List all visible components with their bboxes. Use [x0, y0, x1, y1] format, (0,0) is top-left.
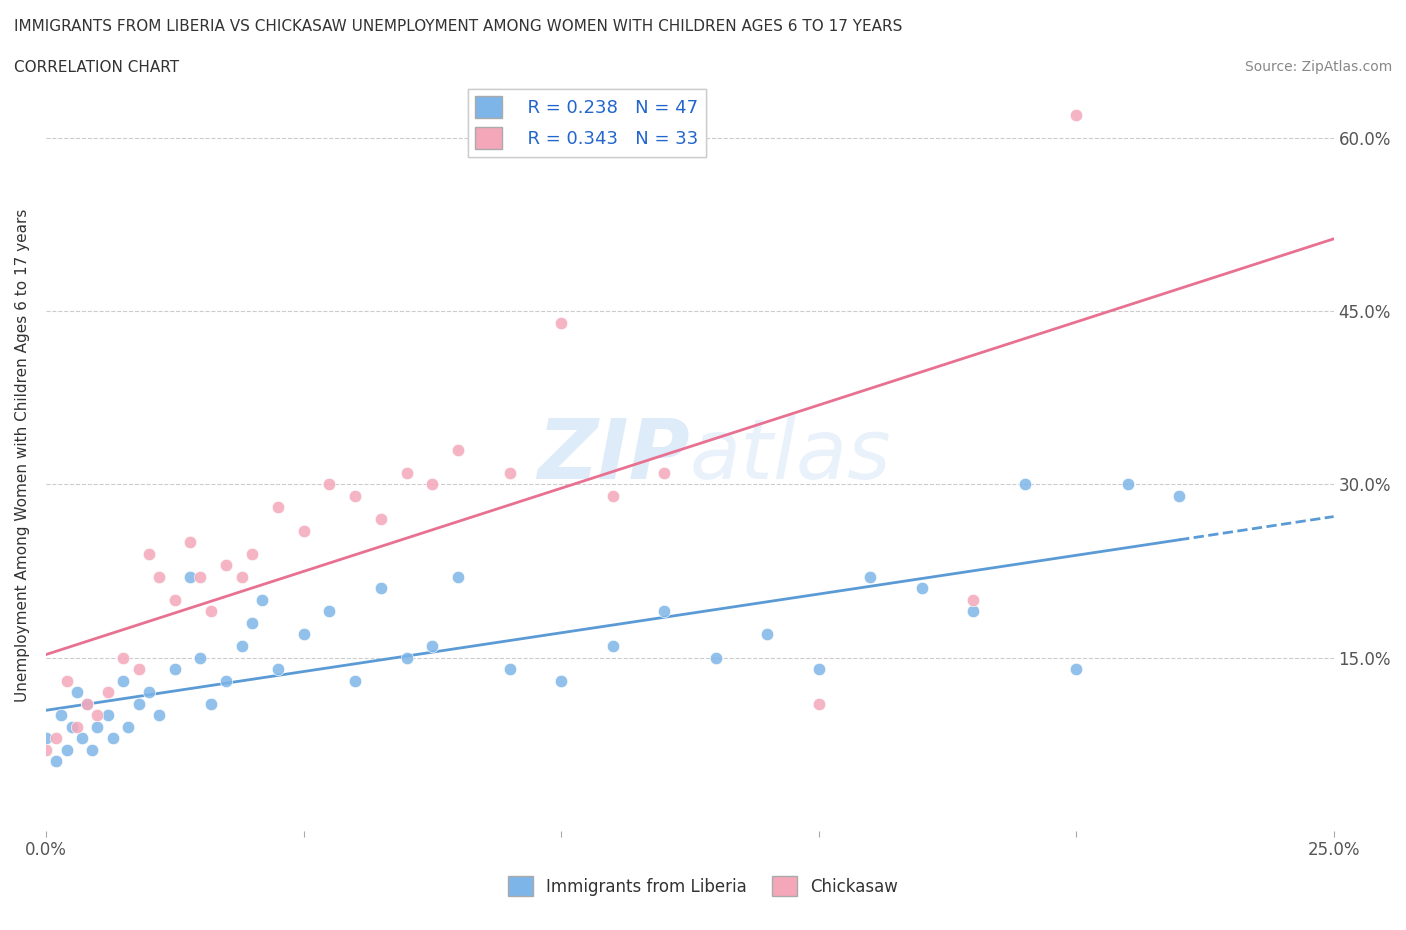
Point: [60, 720, 83, 735]
Point: [35, 742, 58, 757]
Point: [86, 720, 108, 735]
Text: CORRELATION CHART: CORRELATION CHART: [14, 60, 179, 75]
Point: [550, 315, 572, 330]
Point: [70, 731, 93, 746]
Y-axis label: Unemployment Among Women with Children Ages 6 to 17 years: Unemployment Among Women with Children A…: [15, 208, 30, 702]
Point: [240, 616, 263, 631]
Point: [292, 627, 315, 642]
Point: [138, 546, 160, 561]
Point: [179, 535, 201, 550]
Point: [910, 581, 932, 596]
Point: [148, 708, 170, 723]
Point: [318, 604, 340, 618]
Point: [101, 731, 124, 746]
Point: [343, 488, 366, 503]
Point: [231, 569, 253, 584]
Point: [66, 720, 89, 735]
Point: [447, 443, 470, 458]
Text: Source: ZipAtlas.com: Source: ZipAtlas.com: [1244, 60, 1392, 74]
Text: atlas: atlas: [690, 415, 891, 496]
Point: [117, 720, 139, 735]
Point: [128, 661, 150, 676]
Point: [163, 661, 186, 676]
Point: [231, 639, 253, 654]
Point: [267, 661, 290, 676]
Point: [51, 708, 73, 723]
Point: [97, 684, 120, 699]
Point: [1116, 477, 1139, 492]
Point: [859, 569, 882, 584]
Legend: Immigrants from Liberia, Chickasaw: Immigrants from Liberia, Chickasaw: [501, 870, 905, 903]
Point: [652, 465, 675, 480]
Point: [252, 592, 274, 607]
Point: [128, 697, 150, 711]
Point: [45, 731, 67, 746]
Point: [962, 592, 984, 607]
Point: [55, 742, 77, 757]
Point: [163, 592, 186, 607]
Point: [190, 569, 212, 584]
Point: [420, 639, 443, 654]
Point: [1014, 477, 1036, 492]
Text: ZIP: ZIP: [537, 415, 690, 496]
Point: [35, 731, 58, 746]
Point: [267, 500, 290, 515]
Point: [148, 569, 170, 584]
Point: [318, 477, 340, 492]
Point: [138, 684, 160, 699]
Point: [704, 650, 727, 665]
Point: [190, 650, 212, 665]
Point: [447, 569, 470, 584]
Point: [76, 697, 98, 711]
Point: [602, 488, 624, 503]
Point: [395, 465, 418, 480]
Point: [200, 604, 222, 618]
Point: [343, 673, 366, 688]
Point: [86, 708, 108, 723]
Point: [807, 661, 830, 676]
Point: [55, 673, 77, 688]
Point: [215, 673, 238, 688]
Legend:   R = 0.238   N = 47,   R = 0.343   N = 33: R = 0.238 N = 47, R = 0.343 N = 33: [468, 89, 706, 156]
Point: [420, 477, 443, 492]
Point: [370, 512, 392, 526]
Point: [45, 754, 67, 769]
Point: [240, 546, 263, 561]
Point: [602, 639, 624, 654]
Point: [76, 697, 98, 711]
Point: [97, 708, 120, 723]
Point: [215, 558, 238, 573]
Point: [66, 684, 89, 699]
Point: [807, 697, 830, 711]
Point: [1064, 107, 1087, 122]
Point: [652, 604, 675, 618]
Point: [292, 523, 315, 538]
Point: [962, 604, 984, 618]
Point: [550, 673, 572, 688]
Point: [179, 569, 201, 584]
Point: [112, 673, 135, 688]
Point: [82, 742, 104, 757]
Point: [395, 650, 418, 665]
Point: [498, 465, 520, 480]
Point: [370, 581, 392, 596]
Text: IMMIGRANTS FROM LIBERIA VS CHICKASAW UNEMPLOYMENT AMONG WOMEN WITH CHILDREN AGES: IMMIGRANTS FROM LIBERIA VS CHICKASAW UNE…: [14, 19, 903, 33]
Point: [200, 697, 222, 711]
Point: [498, 661, 520, 676]
Point: [1168, 488, 1191, 503]
Point: [756, 627, 779, 642]
Point: [112, 650, 135, 665]
Point: [1064, 661, 1087, 676]
